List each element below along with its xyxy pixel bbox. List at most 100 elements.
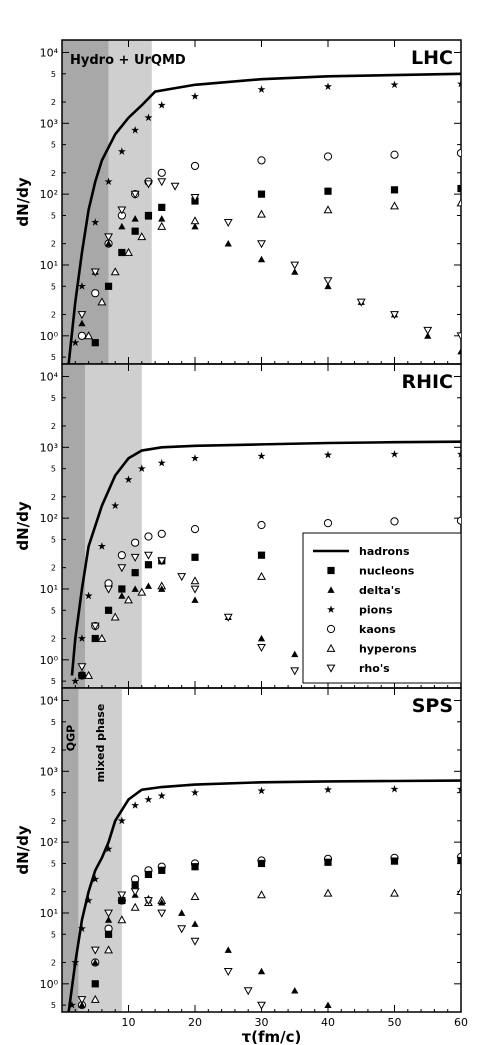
point-kaons [144, 532, 153, 541]
point-hyperons [97, 297, 107, 306]
point-kaons [390, 150, 399, 159]
y-tick-label: 10² [40, 836, 58, 849]
y-tick-label: 10³ [40, 441, 58, 454]
panel-title: LHC [411, 47, 453, 69]
point-rhos [130, 553, 140, 562]
y-minor-tick-label: 2 [51, 746, 56, 755]
point-deltas [158, 585, 166, 592]
point-hyperons [124, 247, 133, 256]
point-deltas [324, 282, 332, 290]
point-nucleons [324, 187, 332, 195]
panel-title: RHIC [401, 371, 453, 393]
point-pions [137, 464, 146, 473]
point-hyperons [456, 887, 461, 896]
point-pions [131, 125, 140, 134]
point-rhos [104, 585, 113, 594]
point-rhos [117, 564, 127, 573]
point-kaons [131, 538, 140, 547]
point-pions [324, 785, 332, 794]
legend-swatch [326, 664, 336, 673]
y-minor-tick-label: 2 [51, 493, 56, 502]
point-nucleons [257, 859, 266, 868]
y-minor-tick-label: 5 [51, 859, 56, 868]
point-hyperons [104, 945, 113, 954]
point-nucleons [158, 203, 166, 211]
point-kaons [257, 156, 266, 165]
y-minor-tick-label: 5 [51, 141, 56, 150]
point-pions [77, 282, 86, 290]
point-rhos [157, 178, 167, 187]
y-minor-tick-label: 5 [51, 1001, 56, 1010]
point-deltas [291, 987, 299, 994]
point-rhos [77, 663, 87, 672]
point-kaons [157, 529, 166, 538]
legend-box [302, 532, 462, 684]
series-hadrons-line [70, 440, 461, 676]
point-hyperons [257, 209, 266, 218]
point-rhos [257, 643, 266, 652]
point-pions [157, 458, 166, 467]
y-minor-tick-label: 2 [51, 169, 56, 178]
y-tick-label: 10⁰ [40, 978, 59, 991]
point-rhos [170, 182, 180, 191]
point-rhos [290, 261, 300, 270]
point-pions [191, 454, 199, 462]
point-hyperons [190, 216, 200, 225]
point-deltas [144, 582, 153, 589]
point-nucleons [104, 930, 113, 938]
point-pions [390, 449, 399, 458]
point-hyperons [257, 571, 266, 580]
panel-lhc: 10⁰ 2 5 5 10¹ 2 5 10² 2 5 10³ 2 5 10⁴ dN/dy LHC Hydro + … [14, 39, 462, 365]
point-hyperons [84, 331, 94, 340]
legend-swatch [327, 586, 335, 593]
point-nucleons [390, 186, 399, 194]
y-tick-label: 10³ [40, 765, 58, 778]
point-hyperons [97, 633, 107, 642]
mixed-phase-shade [78, 688, 122, 1012]
y-tick-label: 10⁴ [40, 370, 59, 383]
point-rhos [104, 233, 113, 242]
point-hyperons [90, 994, 100, 1003]
point-deltas [178, 909, 186, 916]
point-deltas [257, 255, 266, 263]
point-rhos [290, 667, 300, 676]
point-rhos [356, 298, 366, 307]
y-minor-tick-label: 5 [51, 930, 56, 939]
point-deltas [457, 347, 461, 355]
point-deltas [424, 332, 432, 339]
legend-swatch [327, 566, 335, 575]
y-minor-tick-label: 5 [51, 394, 56, 403]
point-deltas [118, 592, 126, 599]
legend: hadrons nucleons delta's pions kaons hyperons… [302, 532, 462, 684]
point-hyperons [130, 902, 140, 911]
point-pions [117, 816, 126, 825]
point-nucleons [131, 881, 139, 889]
point-nucleons [144, 561, 153, 569]
point-rhos [423, 326, 433, 335]
point-kaons [456, 516, 461, 525]
point-nucleons [257, 190, 266, 198]
point-nucleons [118, 248, 126, 257]
point-kaons [91, 289, 100, 298]
point-hyperons [157, 221, 167, 230]
point-rhos [456, 332, 461, 341]
point-nucleons [191, 863, 199, 871]
point-rhos [190, 937, 200, 946]
y-minor-tick-label: 2 [51, 98, 56, 107]
point-hyperons [190, 892, 200, 901]
point-nucleons [191, 553, 199, 561]
point-hyperons [323, 205, 333, 214]
y-minor-tick-label: 5 [51, 211, 56, 220]
point-kaons [190, 525, 200, 534]
point-nucleons [118, 585, 126, 593]
y-minor-tick-label: 2 [51, 958, 56, 967]
point-pions [324, 82, 332, 90]
point-deltas [144, 213, 153, 220]
point-kaons [77, 331, 87, 340]
point-deltas [224, 240, 232, 247]
point-pions [84, 896, 93, 904]
y-minor-tick-label: 5 [51, 353, 56, 362]
legend-label: hyperons [359, 643, 417, 656]
y-axis-label: dN/dy [14, 177, 32, 227]
